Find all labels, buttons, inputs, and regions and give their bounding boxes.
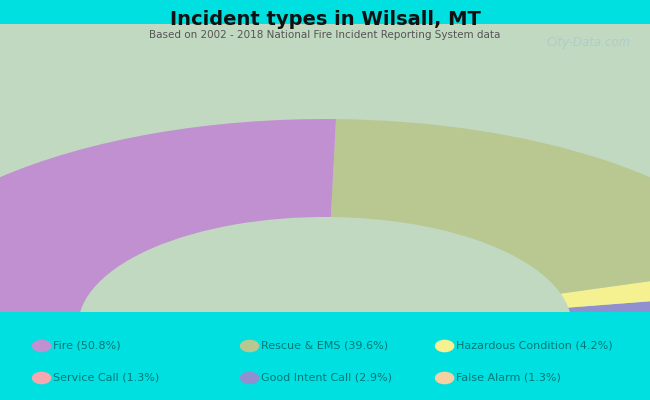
- Text: Based on 2002 - 2018 National Fire Incident Reporting System data: Based on 2002 - 2018 National Fire Incid…: [150, 30, 500, 40]
- Wedge shape: [568, 291, 650, 318]
- Text: False Alarm (1.3%): False Alarm (1.3%): [456, 373, 561, 383]
- Wedge shape: [331, 119, 650, 294]
- Wedge shape: [0, 119, 336, 326]
- Text: Rescue & EMS (39.6%): Rescue & EMS (39.6%): [261, 341, 389, 351]
- Text: Hazardous Condition (4.2%): Hazardous Condition (4.2%): [456, 341, 613, 351]
- Wedge shape: [572, 318, 650, 326]
- Text: City-Data.com: City-Data.com: [547, 36, 630, 48]
- Text: Good Intent Call (2.9%): Good Intent Call (2.9%): [261, 373, 393, 383]
- Text: Service Call (1.3%): Service Call (1.3%): [53, 373, 159, 383]
- FancyBboxPatch shape: [0, 24, 650, 312]
- Text: Incident types in Wilsall, MT: Incident types in Wilsall, MT: [170, 10, 480, 29]
- Text: Fire (50.8%): Fire (50.8%): [53, 341, 121, 351]
- Wedge shape: [571, 310, 650, 322]
- Wedge shape: [561, 264, 650, 308]
